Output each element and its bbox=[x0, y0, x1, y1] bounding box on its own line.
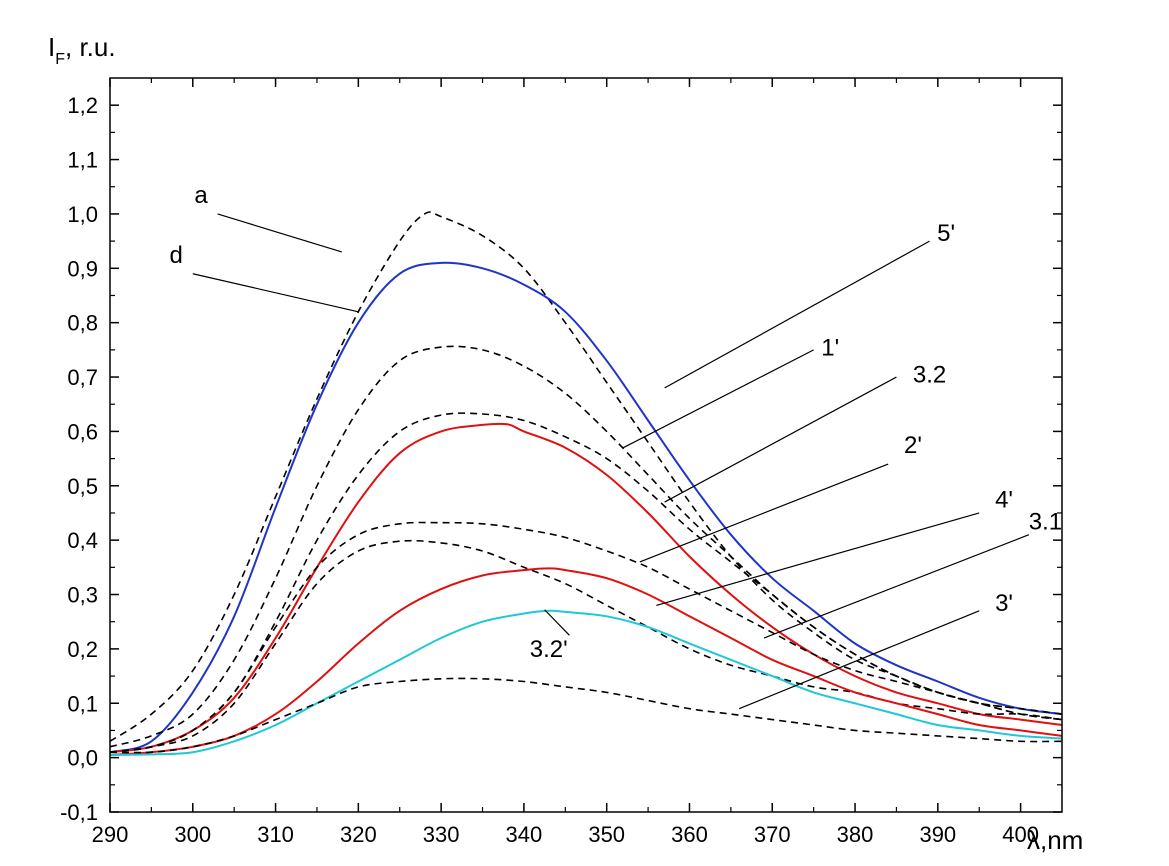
x-tick-label: 310 bbox=[257, 822, 294, 847]
y-tick-label: 1,0 bbox=[67, 202, 98, 227]
leader-line-a bbox=[217, 213, 342, 253]
x-tick-label: 380 bbox=[837, 822, 874, 847]
leader-line-1-prime bbox=[622, 349, 814, 449]
curve-label-4-prime: 4' bbox=[995, 487, 1013, 514]
x-tick-label: 390 bbox=[919, 822, 956, 847]
x-tick-labels: 290 300 310 320 330 340 350 360 370 380 390 400 bbox=[92, 822, 1039, 847]
curve-label-3-2-prime: 3.2' bbox=[530, 636, 568, 663]
y-tick-label: 1,2 bbox=[67, 93, 98, 118]
x-tick-label: 330 bbox=[423, 822, 460, 847]
y-tick-label: -0,1 bbox=[60, 800, 98, 825]
leader-line-3-prime bbox=[738, 610, 980, 710]
x-tick-label: 400 bbox=[1002, 822, 1039, 847]
y-axis-title: IF, r.u. bbox=[48, 32, 116, 68]
curve-label-3-1: 3.1 bbox=[1029, 508, 1062, 535]
leader-line-4-prime bbox=[656, 512, 980, 606]
curve-label-d: d bbox=[170, 242, 183, 269]
series-line-2-prime bbox=[109, 521, 1063, 753]
x-tick-label: 290 bbox=[92, 822, 129, 847]
series-line-a bbox=[109, 211, 1063, 742]
y-tick-label: 0,8 bbox=[67, 311, 98, 336]
y-tick-label: 0,9 bbox=[67, 256, 98, 281]
leader-lines-group bbox=[192, 213, 1030, 710]
leader-line-5-prime bbox=[664, 240, 930, 389]
x-tick-label: 300 bbox=[174, 822, 211, 847]
y-tick-label: 0,2 bbox=[67, 637, 98, 662]
series-line-d bbox=[109, 261, 1063, 754]
leader-line-d bbox=[192, 273, 359, 313]
y-tick-label: 0,7 bbox=[67, 365, 98, 390]
series-line-3-prime bbox=[109, 677, 1063, 754]
y-tick-label: 0,4 bbox=[67, 528, 98, 553]
curves-group bbox=[109, 211, 1063, 756]
y-tick-label: 0,0 bbox=[67, 746, 98, 771]
series-line-3-2 bbox=[109, 422, 1063, 754]
y-tick-label: 0,6 bbox=[67, 419, 98, 444]
x-tick-label: 360 bbox=[671, 822, 708, 847]
y-tick-label: 1,1 bbox=[67, 148, 98, 173]
leader-line-3-2-prime bbox=[544, 609, 570, 636]
y-tick-labels: -0,1 0,0 0,1 0,2 0,3 0,4 0,5 0,6 0,7 0,8 0,9 1,0 1,1… bbox=[60, 93, 98, 825]
x-tick-label: 340 bbox=[506, 822, 543, 847]
x-tick-label: 350 bbox=[588, 822, 625, 847]
leader-line-2-prime bbox=[639, 463, 889, 563]
y-tick-label: 0,3 bbox=[67, 583, 98, 608]
x-tick-label: 320 bbox=[340, 822, 377, 847]
curve-label-3-prime: 3' bbox=[995, 590, 1013, 617]
series-line-1-prime bbox=[109, 412, 1063, 753]
x-axis-title: λ,nm bbox=[1027, 825, 1083, 855]
y-tick-label: 0,5 bbox=[67, 474, 98, 499]
plot-frame bbox=[109, 77, 1063, 813]
leader-line-3-2 bbox=[664, 376, 897, 503]
curve-label-2-prime: 2' bbox=[904, 432, 922, 459]
x-tick-label: 370 bbox=[754, 822, 791, 847]
series-line-4-prime bbox=[109, 539, 1063, 753]
y-tick-label: 0,1 bbox=[67, 691, 98, 716]
series-line-3-1 bbox=[109, 567, 1063, 756]
curve-label-5-prime: 5' bbox=[937, 220, 955, 247]
curve-label-3-2: 3.2 bbox=[913, 361, 946, 388]
series-line-3-2-prime bbox=[109, 609, 1063, 756]
leader-line-3-1 bbox=[763, 534, 1030, 639]
curve-label-1-prime: 1' bbox=[821, 334, 839, 361]
curve-labels: a d 5' 1' 3.2 2' 4' 3.1 3' 3.2' bbox=[170, 182, 1063, 663]
curve-label-a: a bbox=[194, 182, 208, 209]
